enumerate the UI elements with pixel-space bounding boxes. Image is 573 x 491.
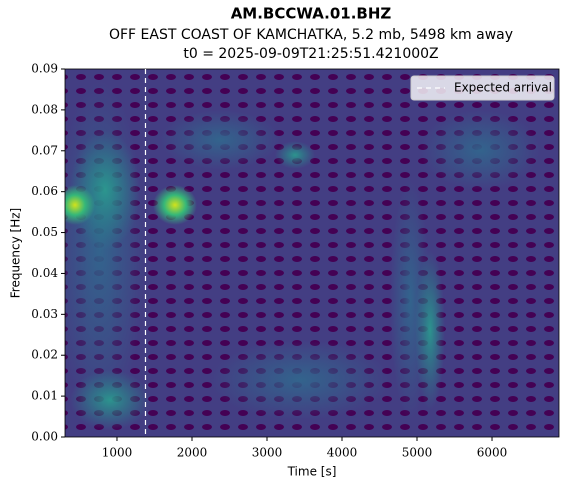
x-tick-label: 6000 bbox=[477, 446, 508, 460]
y-tick-label: 0.06 bbox=[31, 184, 58, 198]
x-tick-label: 2000 bbox=[177, 446, 208, 460]
y-tick-label: 0.09 bbox=[31, 62, 58, 76]
x-tick-label: 5000 bbox=[402, 446, 433, 460]
y-tick-label: 0.01 bbox=[31, 389, 58, 403]
y-tick-label: 0.02 bbox=[31, 348, 58, 362]
y-axis-label: Frequency [Hz] bbox=[9, 208, 23, 299]
y-tick-label: 0.07 bbox=[31, 143, 58, 157]
x-tick-label: 1000 bbox=[102, 446, 133, 460]
legend-label: Expected arrival bbox=[454, 81, 552, 95]
legend-box bbox=[410, 75, 555, 101]
y-tick-label: 0.08 bbox=[31, 102, 58, 116]
y-tick-label: 0.03 bbox=[31, 307, 58, 321]
y-tick-label: 0.00 bbox=[31, 430, 58, 444]
y-tick-label: 0.04 bbox=[31, 266, 58, 280]
plot-frame bbox=[64, 68, 560, 438]
chart-title: AM.BCCWA.01.BHZ bbox=[231, 5, 392, 23]
y-tick-label: 0.05 bbox=[31, 225, 58, 239]
x-axis-label: Time [s] bbox=[287, 465, 337, 479]
spectrogram-image bbox=[65, 69, 559, 437]
chart-subtitle: t0 = 2025-09-09T21:25:51.421000Z bbox=[183, 46, 438, 62]
x-tick-label: 4000 bbox=[327, 446, 358, 460]
chart-subtitle: OFF EAST COAST OF KAMCHATKA, 5.2 mb, 549… bbox=[109, 27, 513, 43]
x-tick-label: 3000 bbox=[252, 446, 283, 460]
